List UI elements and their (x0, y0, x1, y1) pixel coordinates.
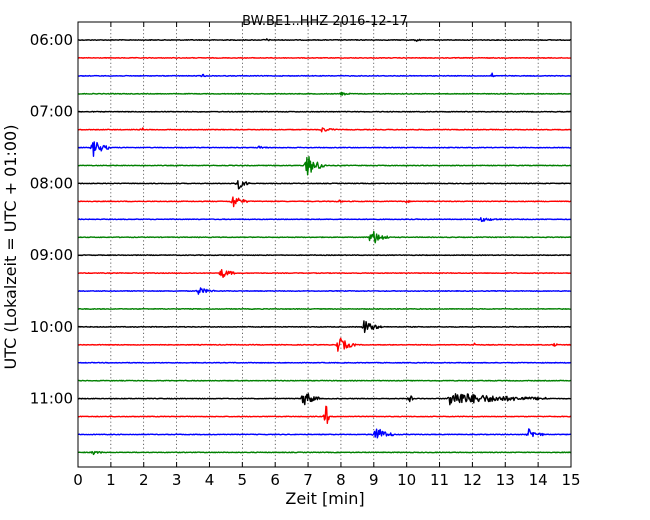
traces (77, 38, 572, 456)
trace-1030 (77, 361, 572, 364)
trace-0945 (77, 307, 572, 310)
trace-1015 (77, 337, 572, 352)
trace-1000 (77, 320, 572, 334)
trace-0715 (77, 127, 572, 133)
x-tick-label: 3 (172, 471, 182, 489)
x-tick-label: 14 (529, 471, 548, 489)
trace-0815 (77, 196, 572, 208)
trace-0630 (77, 72, 572, 78)
x-tick-label: 6 (270, 471, 280, 489)
x-tick-label: 4 (205, 471, 215, 489)
trace-0645 (77, 91, 572, 96)
x-tick-label: 7 (303, 471, 313, 489)
trace-0615 (77, 56, 572, 59)
trace-0730 (77, 141, 572, 157)
trace-1100 (77, 393, 572, 406)
x-tick-label: 13 (496, 471, 515, 489)
x-tick-label: 12 (463, 471, 482, 489)
plot-frame (77, 21, 572, 468)
trace-1145 (77, 450, 572, 456)
x-tick-label: 8 (336, 471, 346, 489)
trace-0600 (77, 38, 571, 42)
x-tick-label: 11 (430, 471, 449, 489)
x-tick-label: 15 (561, 471, 580, 489)
grid-lines (110, 22, 539, 467)
y-axis: 06:00 07:00 08:00 09:00 10:00 11:00 (30, 31, 571, 408)
x-tick-label: 10 (397, 471, 416, 489)
x-axis-label: Zeit [min] (285, 489, 364, 508)
trace-0745 (77, 156, 572, 176)
y-tick-label: 09:00 (30, 246, 73, 264)
x-tick-label: 2 (139, 471, 149, 489)
x-axis: 0 1 2 3 4 5 6 7 8 9 10 11 12 13 14 15 (73, 22, 581, 489)
trace-0830 (77, 217, 572, 223)
x-tick-label: 0 (73, 471, 83, 489)
trace-0915 (77, 269, 572, 279)
x-tick-label: 9 (369, 471, 379, 489)
y-tick-label: 06:00 (30, 31, 73, 49)
trace-0700 (77, 110, 572, 113)
trace-0845 (77, 230, 572, 244)
trace-1115 (77, 405, 572, 425)
trace-1130 (77, 428, 572, 439)
y-tick-label: 08:00 (30, 174, 73, 192)
x-tick-label: 1 (106, 471, 116, 489)
trace-0930 (77, 287, 572, 295)
x-tick-label: 5 (238, 471, 248, 489)
trace-0900 (77, 254, 572, 257)
y-axis-label: UTC (Lokalzeit = UTC + 01:00) (1, 125, 20, 370)
y-tick-label: 10:00 (30, 318, 73, 336)
trace-0800 (77, 180, 572, 190)
trace-1045 (77, 379, 572, 382)
y-tick-label: 07:00 (30, 103, 73, 121)
y-tick-label: 11:00 (30, 390, 73, 408)
